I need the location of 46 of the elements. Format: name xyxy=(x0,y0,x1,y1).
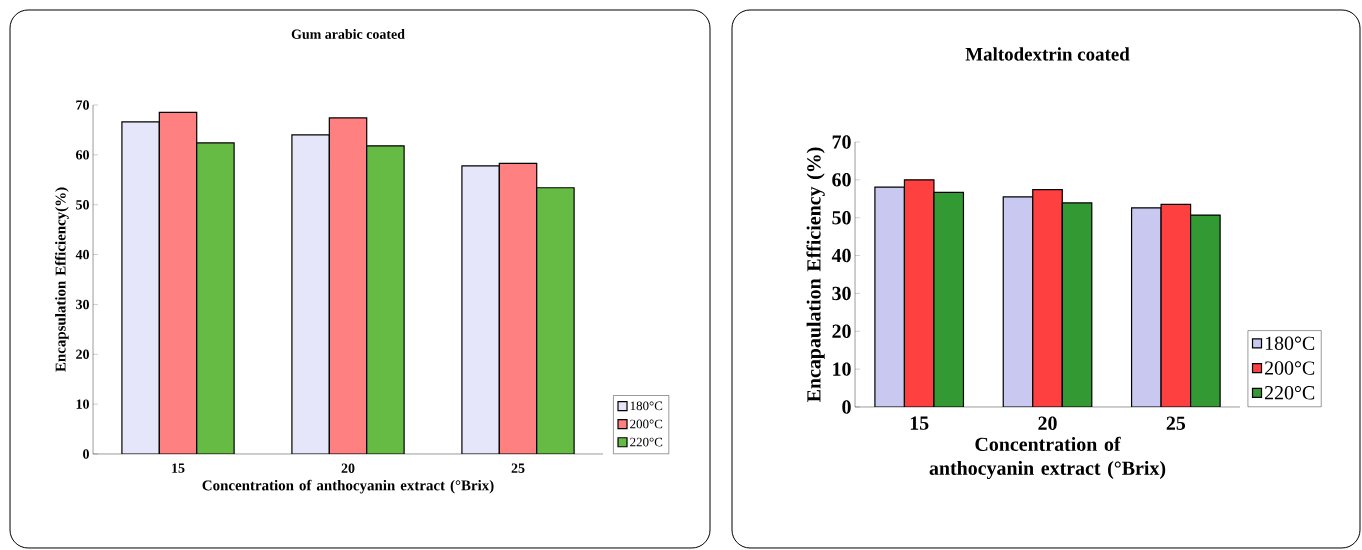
bar xyxy=(1061,202,1093,407)
bar xyxy=(903,179,935,407)
x-tick-label: 20 xyxy=(1038,416,1057,430)
chart-title: Gum arabic coated xyxy=(291,29,405,39)
y-tick-label: 70 xyxy=(76,100,89,110)
bar xyxy=(1190,214,1221,407)
x-tick-label: 20 xyxy=(341,463,355,473)
y-tick-label: 40 xyxy=(75,249,89,260)
bar xyxy=(1130,207,1162,407)
legend-label: 220°C xyxy=(630,437,663,447)
y-axis-title: Encapaulation Efficiency (%) xyxy=(806,147,825,402)
x-axis-title: Concentration of anthocyanin extract (°Brix) xyxy=(202,479,494,494)
x-tick-label: 25 xyxy=(511,463,525,473)
y-tick-label: 40 xyxy=(831,248,851,263)
x-tick-label: 25 xyxy=(1166,416,1186,430)
y-tick-label: 20 xyxy=(832,324,851,338)
bar xyxy=(874,186,906,407)
legend-label: 200°C xyxy=(630,419,663,429)
bar xyxy=(1032,189,1063,407)
legend-label: 180°C xyxy=(630,401,663,411)
bar xyxy=(498,162,538,454)
x-axis-title: Concentration of anthocyanin extract (°Brix) xyxy=(929,436,1166,480)
y-tick-label: 60 xyxy=(76,150,89,160)
legend-label: 220°C xyxy=(1264,386,1315,400)
chart-title: Maltodextrin coated xyxy=(965,47,1130,61)
y-tick-label: 10 xyxy=(833,362,851,376)
legend-label: 180°C xyxy=(1265,336,1315,351)
y-tick-label: 50 xyxy=(76,199,89,210)
y-tick-label: 60 xyxy=(832,173,851,187)
bar xyxy=(1002,196,1034,407)
y-tick-label: 20 xyxy=(76,349,89,359)
x-tick-label: 15 xyxy=(910,416,929,430)
y-tick-label: 70 xyxy=(832,135,851,149)
y-tick-label: 50 xyxy=(832,210,851,225)
bar xyxy=(933,191,965,407)
x-tick-label: 15 xyxy=(172,463,185,473)
bar xyxy=(1160,203,1192,407)
y-tick-label: 0 xyxy=(83,449,89,459)
y-tick-label: 0 xyxy=(842,400,851,414)
y-tick-label: 30 xyxy=(76,299,89,310)
legend-label: 200°C xyxy=(1264,361,1315,375)
y-tick-label: 10 xyxy=(76,399,89,409)
bar xyxy=(158,111,198,454)
y-axis-title: Encapsulation Efficiency(%) xyxy=(54,187,69,372)
bar xyxy=(328,117,368,454)
y-tick-label: 30 xyxy=(832,286,851,301)
